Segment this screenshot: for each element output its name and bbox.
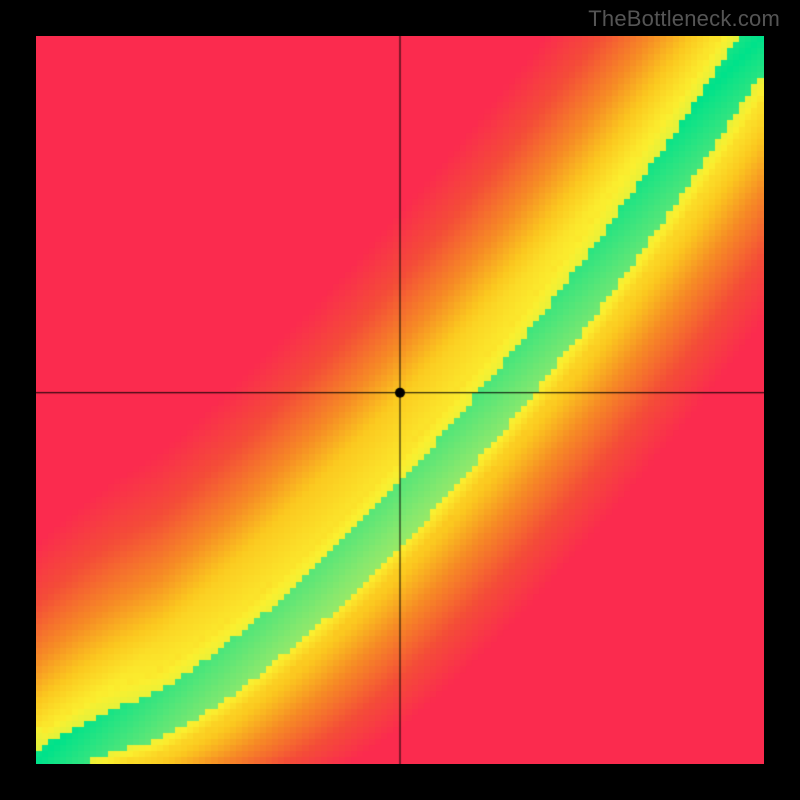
- watermark-text: TheBottleneck.com: [588, 6, 780, 32]
- heatmap-canvas: [36, 36, 764, 764]
- chart-frame: TheBottleneck.com: [0, 0, 800, 800]
- chart-container: TheBottleneck.com: [0, 0, 800, 800]
